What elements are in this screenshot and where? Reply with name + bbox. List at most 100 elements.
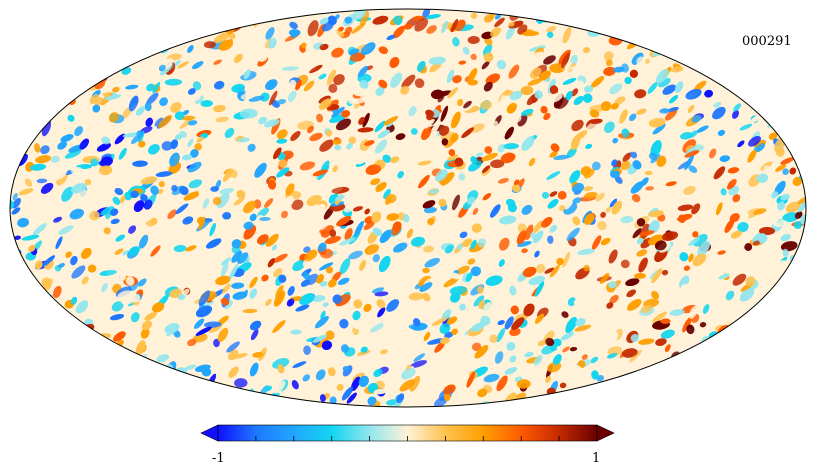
anisotropy-blob [138, 140, 146, 148]
anisotropy-blob [422, 292, 431, 302]
anisotropy-blob [32, 223, 47, 236]
anisotropy-blob [248, 95, 265, 102]
anisotropy-blob [157, 189, 164, 194]
anisotropy-blob [179, 118, 192, 129]
anisotropy-blob [712, 106, 726, 120]
anisotropy-blob [135, 340, 146, 356]
anisotropy-blob [566, 364, 583, 375]
map-outline [9, 8, 807, 408]
anisotropy-blob [243, 341, 252, 352]
anisotropy-blob [344, 26, 353, 35]
anisotropy-blob [355, 342, 368, 353]
anisotropy-blob [688, 237, 701, 246]
anisotropy-blob [470, 123, 485, 133]
anisotropy-blob [374, 139, 388, 154]
anisotropy-blob [290, 329, 302, 335]
anisotropy-blob [655, 338, 667, 346]
anisotropy-blob [332, 139, 342, 145]
anisotropy-blob [605, 140, 615, 151]
anisotropy-blob [341, 110, 350, 118]
anisotropy-blob [506, 341, 516, 351]
anisotropy-blob [470, 266, 481, 277]
anisotropy-blob [591, 370, 599, 380]
anisotropy-blob [421, 126, 432, 141]
anisotropy-blob [545, 375, 551, 383]
anisotropy-blob [759, 226, 776, 236]
anisotropy-blob [727, 178, 737, 190]
anisotropy-blob [146, 83, 155, 92]
anisotropy-blob [583, 93, 593, 103]
anisotropy-blob [562, 26, 572, 44]
anisotropy-blob [45, 238, 56, 247]
anisotropy-blob [243, 224, 257, 240]
anisotropy-blob [390, 156, 400, 163]
anisotropy-blob [630, 151, 638, 159]
anisotropy-blob [190, 149, 199, 158]
anisotropy-blob [425, 14, 441, 20]
anisotropy-blob [344, 16, 353, 24]
anisotropy-blob [140, 328, 150, 339]
anisotropy-blob [61, 186, 74, 202]
anisotropy-blob [622, 152, 632, 162]
anisotropy-blob [57, 141, 67, 150]
anisotropy-blob [132, 160, 148, 167]
anisotropy-blob [490, 159, 505, 169]
anisotropy-blob [213, 105, 226, 113]
anisotropy-blob [590, 356, 599, 364]
anisotropy-blob [655, 68, 669, 84]
anisotropy-blob [198, 189, 208, 198]
anisotropy-blob [625, 278, 640, 287]
anisotropy-blob [606, 302, 614, 309]
anisotropy-blob [686, 324, 695, 335]
anisotropy-blob [363, 220, 375, 231]
anisotropy-blob [580, 166, 592, 176]
anisotropy-blob [379, 229, 392, 244]
anisotropy-blob [389, 57, 400, 68]
anisotropy-blob [292, 260, 306, 272]
anisotropy-blob [561, 311, 569, 318]
anisotropy-blob [631, 146, 637, 153]
anisotropy-blob [408, 106, 417, 117]
anisotropy-blob [617, 362, 632, 370]
anisotropy-blob [600, 101, 612, 111]
anisotropy-blob [229, 69, 245, 77]
anisotropy-blob [332, 294, 343, 304]
anisotropy-blob [552, 354, 562, 366]
anisotropy-blob [104, 94, 122, 101]
anisotropy-blob [373, 388, 388, 395]
anisotropy-blob [192, 333, 208, 343]
anisotropy-blob [794, 211, 803, 219]
anisotropy-blob [605, 59, 613, 67]
anisotropy-blob [299, 161, 316, 171]
anisotropy-blob [468, 68, 478, 82]
anisotropy-blob [413, 308, 422, 317]
anisotropy-blob [410, 236, 426, 247]
anisotropy-blob [612, 137, 619, 144]
anisotropy-blob [371, 211, 382, 223]
anisotropy-blob [240, 92, 255, 100]
anisotropy-blob [386, 34, 396, 40]
anisotropy-blob [506, 102, 517, 114]
anisotropy-blob [326, 69, 337, 86]
anisotropy-blob [311, 54, 326, 61]
anisotropy-blob [311, 79, 328, 87]
anisotropy-blob [438, 198, 447, 207]
anisotropy-blob [654, 240, 667, 251]
anisotropy-blob [684, 150, 700, 158]
anisotropy-blob [414, 17, 429, 32]
anisotropy-blob [684, 154, 695, 170]
anisotropy-blob [182, 109, 190, 115]
anisotropy-blob [739, 123, 753, 131]
anisotropy-blob [408, 292, 424, 301]
anisotropy-blob [352, 310, 361, 321]
anisotropy-blob [376, 299, 386, 309]
anisotropy-blob [640, 177, 649, 187]
anisotropy-blob [393, 15, 403, 26]
anisotropy-blob [697, 240, 711, 257]
anisotropy-blob [638, 257, 648, 273]
anisotropy-blob [535, 264, 546, 274]
anisotropy-blob [64, 149, 82, 159]
anisotropy-blob [75, 300, 89, 314]
anisotropy-blob [533, 354, 543, 366]
anisotropy-blob [141, 320, 152, 331]
